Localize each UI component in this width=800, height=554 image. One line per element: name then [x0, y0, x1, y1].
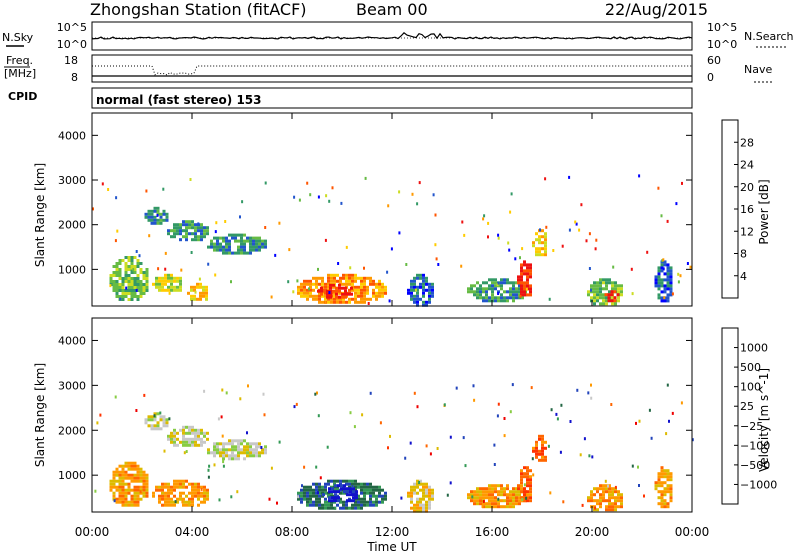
velocity-patch-9 [517, 466, 532, 503]
power-data [92, 174, 692, 307]
velocity-speckles [94, 383, 694, 510]
velocity-panel: 1000 2000 3000 4000 Slant Range [km] [33, 317, 694, 513]
velocity-patch-6 [322, 484, 358, 503]
time-axis-label: Time UT [366, 540, 417, 554]
colorbar-tick-label: 16 [740, 203, 754, 216]
cpid-frame [91, 87, 693, 109]
time-axis: 00:00 04:00 08:00 12:00 16:00 20:00 00:00 [75, 113, 710, 539]
colorbar-tick-label: 500 [740, 361, 761, 374]
velocity-ylabel: Slant Range [km] [33, 363, 47, 467]
nsky-tick-bottom: 10^0 [57, 38, 87, 51]
power-panel: 1000 2000 3000 4000 Slant Range [km] [33, 112, 693, 307]
ytick-label: 4000 [58, 129, 86, 142]
velocity-patch-10 [532, 434, 547, 462]
velocity-patch-12 [654, 466, 673, 509]
power-patch-7 [317, 283, 353, 299]
power-patch-0 [109, 256, 149, 301]
power-colorbar-label: Power [dB] [757, 179, 771, 244]
velocity-patch-0 [109, 461, 149, 507]
power-colorbar: 28 24 20 16 12 8 4 [721, 119, 754, 299]
freq-panel: Freq. [MHz] 18 8 60 0 Nave [4, 54, 772, 84]
freq-label-2: [MHz] [4, 67, 36, 80]
freq-frame [91, 54, 693, 83]
nsky-label: N.Sky [2, 31, 34, 44]
nsearch-label: N.Search [744, 30, 794, 43]
nsky-tick-top: 10^5 [57, 21, 87, 34]
xtick-label: 16:00 [475, 525, 510, 539]
power-patch-13 [604, 290, 620, 303]
colorbar-tick-label: 28 [740, 136, 754, 149]
velocity-data [94, 383, 694, 513]
cpid-text: normal (fast stereo) 153 [96, 93, 262, 107]
power-patch-14 [654, 260, 673, 303]
xtick-label: 20:00 [575, 525, 610, 539]
nsky-panel: N.Sky 10^5 10^0 10^5 10^0 N.Search [2, 21, 794, 51]
velocity-patch-4 [207, 439, 267, 461]
colorbar-tick-label: 100 [740, 381, 761, 394]
power-patch-2 [187, 282, 208, 301]
power-patch-5 [207, 233, 267, 255]
nave-label: Nave [744, 63, 772, 76]
beam-title: Beam 00 [356, 0, 428, 19]
ytick-label: 1000 [58, 263, 86, 276]
colorbar-tick-label: −1000 [740, 478, 777, 491]
power-patch-8 [407, 273, 434, 307]
ytick-label: 2000 [58, 424, 86, 437]
ytick-label: 4000 [58, 334, 86, 347]
ytick-label: 1000 [58, 469, 86, 482]
ytick-label: 3000 [58, 379, 86, 392]
nsearch-tick-bottom: 10^0 [707, 38, 737, 51]
power-speckles [92, 174, 692, 305]
colorbar-frame [721, 327, 739, 505]
xtick-label: 12:00 [375, 525, 410, 539]
cpid-label: CPID [8, 90, 37, 103]
colorbar-tick-label: −100 [740, 439, 770, 452]
xtick-label: 00:00 [75, 525, 110, 539]
colorbar-tick-label: 25 [740, 400, 754, 413]
date-title: 22/Aug/2015 [605, 0, 708, 19]
power-ylabel: Slant Range [km] [33, 163, 47, 267]
colorbar-tick-label: 24 [740, 159, 754, 172]
velocity-patch-7 [407, 479, 434, 513]
colorbar-tick-label: −500 [740, 459, 770, 472]
velocity-patch-3 [167, 425, 209, 447]
nave-tick-top: 60 [707, 54, 721, 67]
freq-tick-bottom: 8 [71, 71, 78, 84]
ytick-label: 2000 [58, 219, 86, 232]
colorbar-tick-label: 8 [740, 248, 747, 261]
xtick-label: 04:00 [175, 525, 210, 539]
freq-tick-top: 18 [64, 54, 78, 67]
velocity-patch-2 [144, 412, 169, 431]
velocity-colorbar: 1000 500 100 25 −25 −100 −500 −1000 [721, 327, 777, 505]
velocity-yticks: 1000 2000 3000 4000 [58, 334, 692, 482]
nave-tick-bottom: 0 [707, 71, 714, 84]
power-yticks: 1000 2000 3000 4000 [58, 129, 692, 276]
power-patch-11 [532, 229, 547, 257]
colorbar-tick-label: −25 [740, 420, 763, 433]
colorbar-tick-label: 4 [740, 270, 747, 283]
nave-trace [92, 65, 692, 76]
power-patch-1 [152, 273, 182, 292]
velocity-colorbar-label: Velocity [m s^-1] [757, 368, 771, 472]
station-title: Zhongshan Station (fitACF) [90, 0, 307, 19]
velocity-patch-1 [152, 479, 209, 507]
cpid-panel: CPID normal (fast stereo) 153 [8, 87, 693, 109]
xtick-label: 00:00 [675, 525, 710, 539]
power-patch-4 [167, 220, 209, 242]
xtick-label: 08:00 [275, 525, 310, 539]
freq-label-1: Freq. [6, 54, 33, 67]
colorbar-tick-label: 1000 [740, 342, 768, 355]
ytick-label: 3000 [58, 174, 86, 187]
colorbar-tick-label: 20 [740, 181, 754, 194]
nsearch-tick-top: 10^5 [707, 21, 737, 34]
power-patch-3 [144, 206, 169, 225]
nsky-frame [91, 21, 693, 51]
colorbar-tick-label: 12 [740, 225, 754, 238]
